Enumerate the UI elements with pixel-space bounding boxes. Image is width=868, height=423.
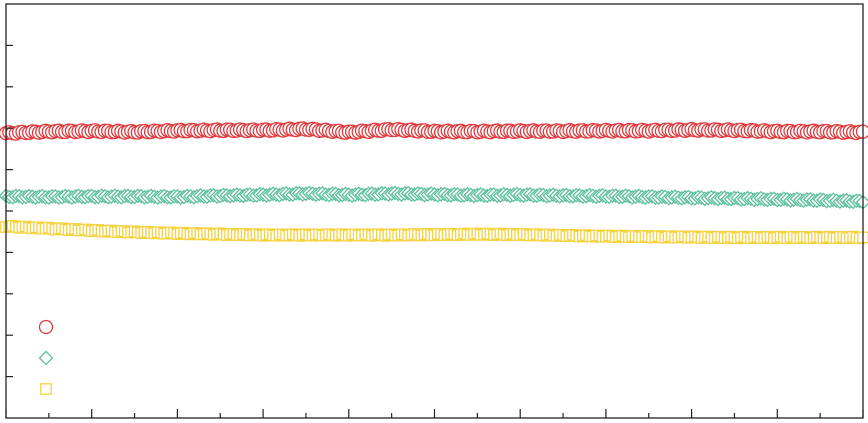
plot-area — [0, 121, 868, 245]
legend-marker-diamond — [38, 350, 54, 366]
legend — [38, 319, 54, 395]
plot-frame — [5, 3, 864, 419]
data-point-circle — [855, 124, 868, 139]
legend-marker-circle — [38, 319, 54, 335]
series-square — [0, 219, 868, 245]
axis-ticks — [5, 44, 864, 418]
series-diamond — [0, 185, 868, 210]
series-circle — [0, 121, 868, 141]
legend-marker-square — [40, 383, 52, 395]
